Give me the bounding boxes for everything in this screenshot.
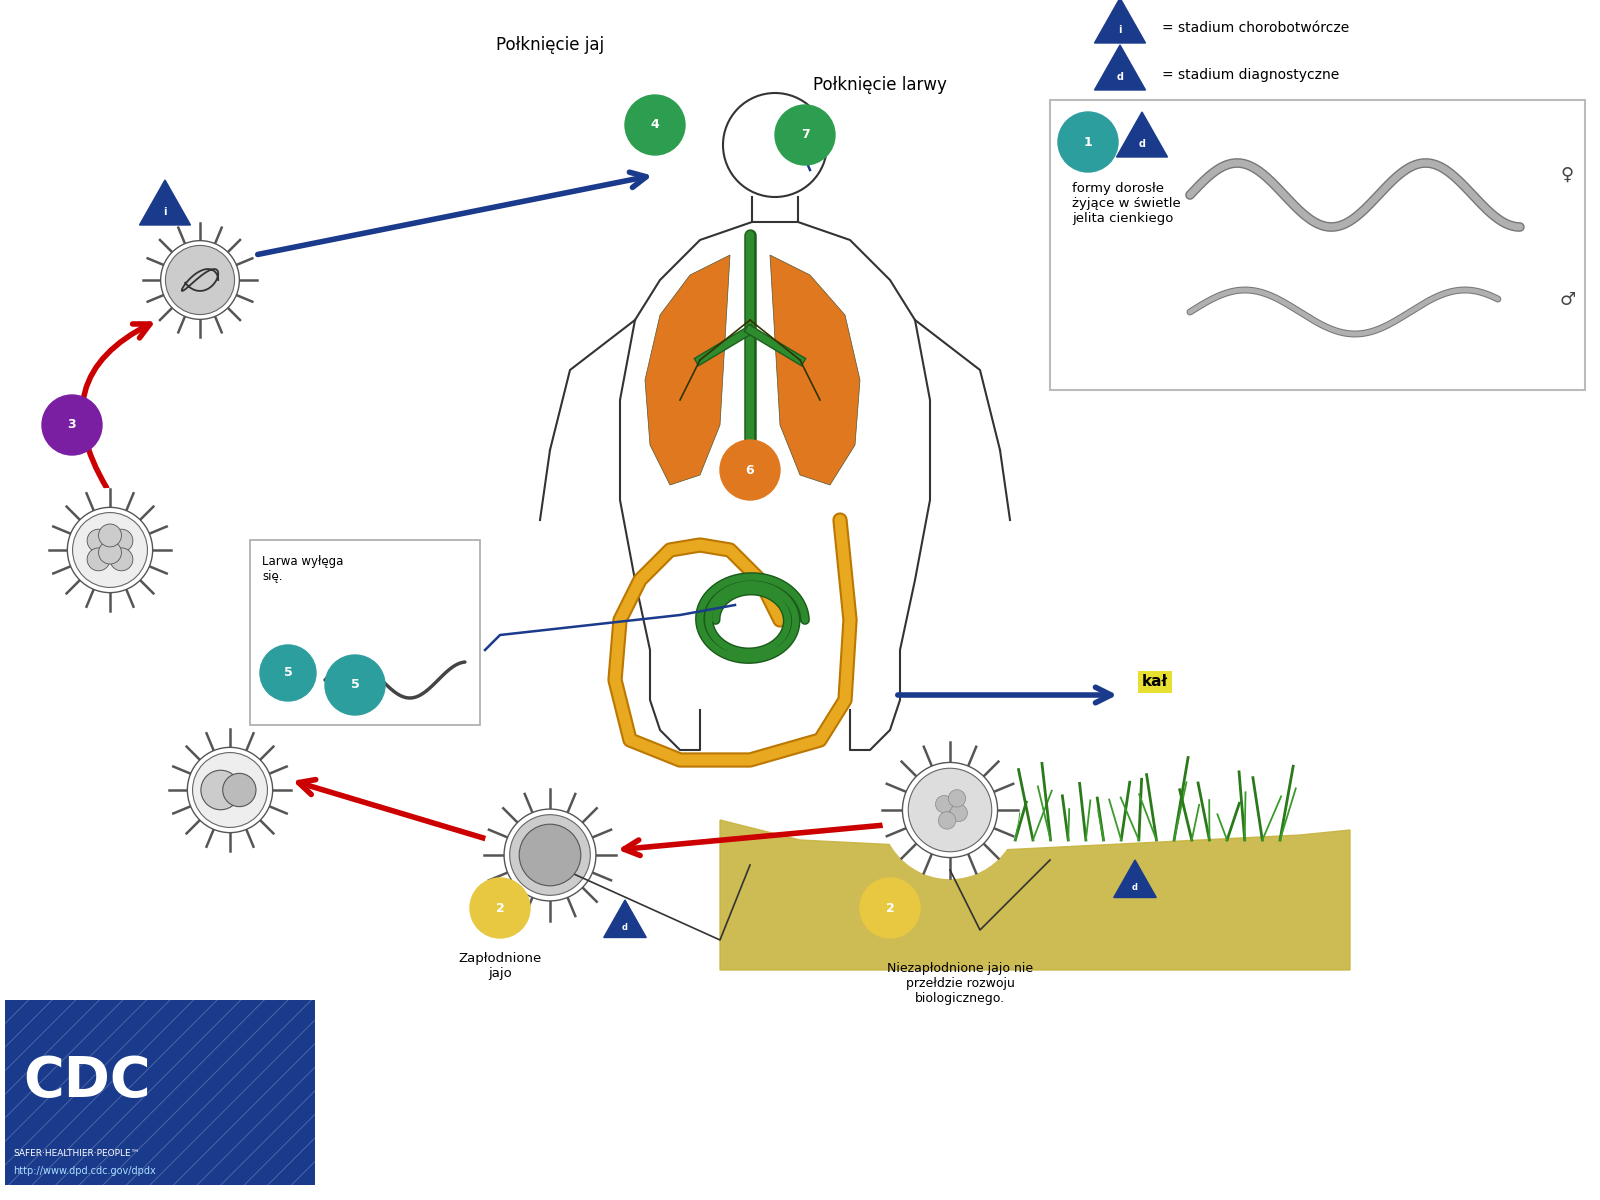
Circle shape [67, 508, 152, 593]
Circle shape [110, 548, 133, 571]
Circle shape [86, 529, 110, 552]
Text: formy dorosłe
żyjące w świetle
jelita cienkiego: formy dorosłe żyjące w świetle jelita ci… [1072, 182, 1181, 226]
Circle shape [72, 512, 147, 588]
Polygon shape [1117, 112, 1168, 157]
Circle shape [882, 742, 1019, 878]
Circle shape [720, 440, 781, 500]
Circle shape [470, 878, 530, 938]
Text: 5: 5 [350, 678, 360, 691]
Text: Larwa wyłęga
się.: Larwa wyłęga się. [262, 554, 344, 583]
Text: = stadium chorobotwórcze: = stadium chorobotwórcze [1162, 20, 1349, 35]
Text: 7: 7 [800, 128, 810, 142]
Circle shape [936, 796, 954, 812]
Polygon shape [770, 256, 861, 485]
Circle shape [1058, 112, 1118, 172]
Circle shape [949, 790, 966, 808]
Circle shape [259, 646, 317, 701]
Circle shape [99, 541, 122, 564]
Text: 6: 6 [746, 463, 754, 476]
Text: Zapłodnione
jajo: Zapłodnione jajo [458, 952, 542, 980]
Circle shape [504, 809, 595, 901]
Text: i: i [163, 208, 166, 217]
Polygon shape [1094, 0, 1146, 43]
Polygon shape [720, 820, 1350, 970]
Circle shape [165, 246, 235, 314]
Text: = stadium diagnostyczne: = stadium diagnostyczne [1162, 68, 1339, 82]
Circle shape [42, 395, 102, 455]
Circle shape [110, 529, 133, 552]
Circle shape [168, 728, 291, 851]
Circle shape [483, 788, 616, 922]
Polygon shape [1094, 44, 1146, 90]
Text: i: i [1118, 25, 1122, 35]
Circle shape [861, 878, 920, 938]
Text: 5: 5 [283, 666, 293, 679]
Text: CDC: CDC [22, 1055, 150, 1109]
Bar [5, 1000, 315, 1186]
Text: d: d [1139, 139, 1146, 149]
Text: http://www.dpd.cdc.gov/dpdx: http://www.dpd.cdc.gov/dpdx [13, 1166, 155, 1176]
Circle shape [86, 548, 110, 571]
Text: SAFER·HEALTHIER·PEOPLE™: SAFER·HEALTHIER·PEOPLE™ [13, 1148, 139, 1158]
FancyBboxPatch shape [1050, 100, 1586, 390]
Text: 1: 1 [1083, 136, 1093, 149]
Circle shape [518, 824, 581, 886]
Circle shape [160, 241, 240, 319]
Circle shape [325, 655, 386, 715]
Text: 3: 3 [67, 419, 77, 432]
FancyBboxPatch shape [250, 540, 480, 725]
Circle shape [187, 748, 272, 833]
Circle shape [510, 815, 590, 895]
Text: ♂: ♂ [1560, 292, 1576, 310]
Circle shape [909, 768, 992, 852]
Circle shape [144, 223, 256, 337]
Text: d: d [1117, 72, 1123, 83]
Text: Niezapłodnione jajo nie
przełdzie rozwoju
biologicznego.: Niezapłodnione jajo nie przełdzie rozwoj… [886, 962, 1034, 1006]
Circle shape [774, 104, 835, 164]
Polygon shape [645, 256, 730, 485]
Circle shape [202, 770, 240, 810]
Text: 2: 2 [496, 901, 504, 914]
Circle shape [938, 811, 955, 829]
Circle shape [192, 752, 267, 828]
Text: 4: 4 [651, 119, 659, 132]
Circle shape [48, 488, 171, 611]
Polygon shape [139, 180, 190, 226]
Text: Połknięcie jaj: Połknięcie jaj [496, 36, 605, 54]
Text: kał: kał [1142, 674, 1168, 690]
Polygon shape [603, 900, 646, 937]
Text: d: d [1133, 882, 1138, 892]
Polygon shape [1114, 860, 1157, 898]
Text: ♀: ♀ [1560, 166, 1573, 184]
Circle shape [950, 804, 968, 822]
Circle shape [626, 95, 685, 155]
Text: d: d [622, 923, 627, 931]
Text: Połknięcie larwy: Połknięcie larwy [813, 76, 947, 94]
Circle shape [902, 762, 997, 858]
Text: 2: 2 [886, 901, 894, 914]
Circle shape [99, 524, 122, 547]
Circle shape [222, 773, 256, 806]
